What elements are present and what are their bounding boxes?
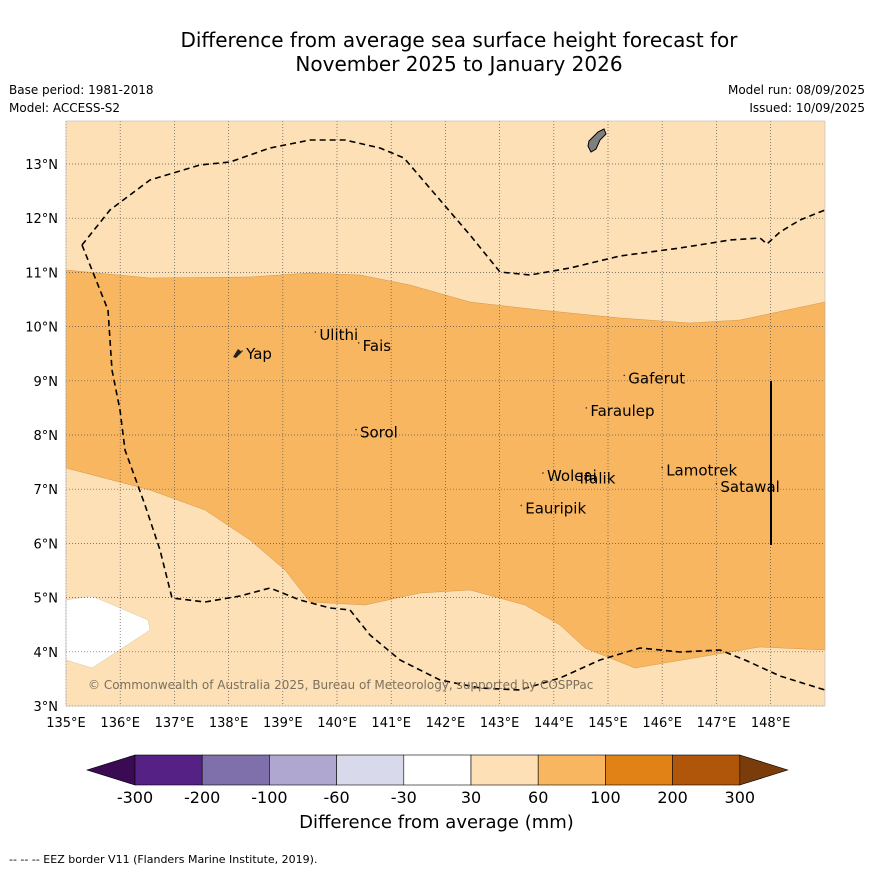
- model-run: Model run: 08/09/2025: [727, 83, 865, 97]
- place-label: Ulithi: [319, 326, 358, 344]
- lon-tick-label: 144°E: [534, 716, 574, 731]
- eez-footnote: -- -- -- EEZ border V11 (Flanders Marine…: [9, 853, 318, 866]
- place-marker: [623, 374, 626, 377]
- meta-right: Model run: 08/09/2025 Issued: 10/09/2025: [728, 81, 865, 117]
- lon-tick-label: 142°E: [426, 716, 466, 731]
- lat-tick-label: 5°N: [34, 592, 59, 607]
- copyright-note: © Commonwealth of Australia 2025, Bureau…: [88, 678, 594, 692]
- lat-tick-label: 3°N: [34, 700, 59, 715]
- colorbar-segment: [605, 754, 673, 786]
- place-label: Yap: [245, 345, 272, 363]
- colorbar-tick-label: 100: [590, 788, 621, 807]
- place-label: Fais: [363, 337, 392, 355]
- place-marker: [574, 474, 577, 477]
- lon-tick-label: 138°E: [209, 716, 249, 731]
- place-marker: [585, 407, 588, 409]
- lat-tick-label: 9°N: [34, 375, 59, 390]
- colorbar-extend-min: [85, 754, 136, 786]
- place-label: Gaferut: [628, 369, 685, 387]
- colorbar-tick-label: -100: [251, 788, 288, 807]
- lat-tick-label: 12°N: [25, 212, 58, 227]
- colorbar-tick-label: -30: [390, 788, 417, 807]
- lat-tick-label: 6°N: [34, 537, 59, 552]
- colorbar-segment: [470, 754, 539, 786]
- place-marker: [661, 466, 663, 469]
- colorbar-title: Difference from average (mm): [299, 812, 574, 833]
- lat-tick-label: 13°N: [25, 158, 58, 173]
- lon-tick-label: 140°E: [317, 716, 357, 731]
- lat-tick-label: 10°N: [25, 321, 58, 336]
- place-label: Lamotrek: [666, 462, 737, 480]
- colorbar-segment: [672, 754, 741, 786]
- issued-date: Issued: 10/09/2025: [749, 101, 865, 115]
- model-name: Model: ACCESS-S2: [9, 101, 121, 115]
- lat-tick-label: 7°N: [34, 483, 59, 498]
- colorbar-segment: [134, 754, 203, 786]
- place-marker: [542, 472, 544, 474]
- colorbar-tick-label: -200: [184, 788, 221, 807]
- title-line-2: November 2025 to January 2026: [295, 52, 623, 76]
- colorbar-segment: [336, 754, 405, 786]
- place-marker: [314, 331, 317, 333]
- colorbar-tick-label: -300: [116, 788, 154, 807]
- eez-border: [81, 139, 826, 276]
- colorbar-segment: [269, 754, 337, 786]
- lon-tick-label: 136°E: [100, 716, 140, 731]
- colorbar-extend-max: [739, 754, 789, 786]
- colorbar-segment: [537, 754, 606, 786]
- colorbar-tick-label: 30: [460, 788, 482, 807]
- lon-tick-label: 148°E: [751, 716, 791, 731]
- lat-tick-label: 4°N: [34, 646, 59, 661]
- place-label: Faraulep: [590, 402, 654, 420]
- place-label: Satawal: [720, 478, 779, 496]
- colorbar-tick-label: 200: [657, 788, 688, 807]
- lon-tick-label: 143°E: [480, 716, 520, 731]
- lat-tick-label: 8°N: [34, 429, 59, 444]
- place-marker: [520, 504, 523, 507]
- lon-tick-label: 145°E: [588, 716, 628, 731]
- chart-title: Difference from average sea surface heig…: [0, 28, 873, 76]
- map-frame: [65, 120, 826, 707]
- base-period: Base period: 1981-2018: [9, 83, 154, 97]
- lon-tick-label: 141°E: [371, 716, 411, 731]
- lon-tick-label: 147°E: [697, 716, 737, 731]
- lon-tick-label: 135°E: [46, 716, 86, 731]
- place-marker: [715, 482, 718, 485]
- place-marker: [357, 342, 360, 344]
- title-line-1: Difference from average sea surface heig…: [180, 28, 738, 52]
- colorbar-segment: [403, 754, 472, 786]
- place-label: Sorol: [360, 424, 398, 442]
- guam-island: [587, 128, 607, 153]
- eez-border-west: [81, 244, 826, 691]
- place-label: Ifalik: [579, 470, 615, 488]
- place-labels: Yap Ulithi Fais Sorol Gaferut Faraulep WoleaiI…: [241, 326, 780, 517]
- lon-tick-label: 146°E: [642, 716, 682, 731]
- lat-tick-label: 11°N: [25, 266, 58, 281]
- axis-labels: 135°E 136°E 137°E 138°E 139°E 140°E 141°E 142°E…: [25, 158, 790, 731]
- colorbar-tick-label: 60: [528, 788, 549, 807]
- lon-tick-label: 137°E: [155, 716, 195, 731]
- yap-island: [233, 349, 242, 358]
- colorbar-tick-label: -60: [323, 788, 350, 807]
- place-label: Eauripik: [525, 499, 586, 517]
- colorbar: [85, 754, 789, 786]
- colorbar-segment: [201, 754, 270, 786]
- colorbar-tick-label: 300: [724, 788, 756, 807]
- place-label: Woleai: [547, 467, 597, 485]
- place-marker: [241, 350, 243, 352]
- meta-left: Base period: 1981-2018 Model: ACCESS-S2: [9, 81, 154, 117]
- lon-tick-label: 139°E: [263, 716, 303, 731]
- place-marker: [355, 428, 357, 431]
